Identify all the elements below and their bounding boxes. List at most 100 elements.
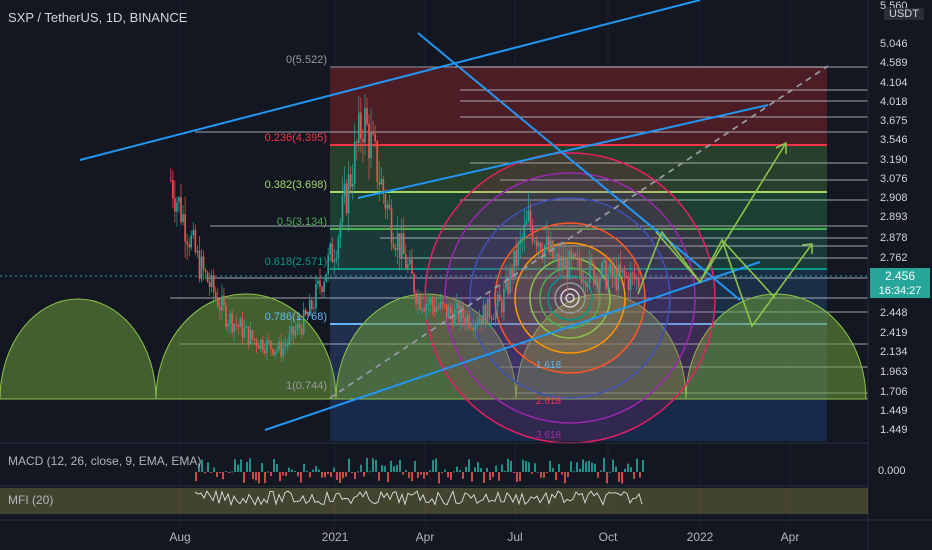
macd-bar — [306, 470, 308, 472]
macd-bar — [207, 462, 209, 472]
macd-bar — [195, 472, 197, 482]
macd-bar — [636, 458, 638, 472]
candle-body — [558, 253, 560, 269]
price-tick: 4.018 — [880, 96, 908, 108]
candle-body — [609, 263, 611, 274]
time-label-2021: 2021 — [322, 530, 349, 544]
candle-body — [302, 309, 305, 335]
price-tick: 3.076 — [880, 173, 908, 185]
candle-body — [407, 263, 409, 269]
candle-body — [280, 341, 282, 357]
macd-bar — [297, 472, 299, 477]
candle-body — [425, 304, 428, 312]
candle-body — [274, 351, 276, 355]
macd-bar — [234, 459, 236, 472]
macd-bar — [480, 468, 482, 472]
macd-bar — [417, 472, 419, 478]
candle-body — [180, 197, 182, 223]
macd-bar — [327, 472, 329, 475]
macd-bar — [381, 465, 383, 472]
trend-lines — [79, 0, 769, 431]
candle-body — [566, 258, 569, 280]
candle-body — [586, 283, 589, 287]
candle-body — [513, 250, 515, 280]
macd-bar — [255, 472, 257, 481]
candle-body — [227, 323, 229, 327]
candle-body — [288, 333, 291, 344]
macd-bar — [432, 460, 434, 472]
price-tick: 3.546 — [880, 134, 908, 146]
candle-body — [308, 300, 311, 316]
macd-bar — [198, 463, 200, 472]
macd-bar — [387, 472, 389, 483]
candle-body — [178, 197, 180, 203]
macd-bar — [627, 463, 629, 472]
macd-bar — [369, 471, 371, 473]
candle-body — [380, 179, 383, 185]
macd-bar — [438, 472, 440, 484]
currency-badge[interactable]: USDT — [884, 8, 924, 20]
candle-body — [200, 256, 203, 280]
candle-body — [366, 108, 368, 125]
macd-bar — [609, 471, 611, 473]
macd-bar — [258, 472, 260, 484]
candle-body — [345, 183, 348, 214]
candle-body — [284, 345, 287, 348]
macd-bar — [201, 459, 203, 472]
candle-body — [499, 294, 501, 302]
candle-body — [466, 314, 468, 325]
macd-bar — [543, 472, 545, 478]
candle-body — [358, 112, 360, 144]
macd-bar — [366, 457, 368, 472]
candle-body — [496, 294, 499, 306]
candle-body — [441, 301, 444, 305]
candle-body — [511, 268, 513, 280]
candle-body — [546, 236, 548, 246]
candle-body — [321, 287, 323, 293]
macd-label[interactable]: MACD (12, 26, close, 9, EMA, EMA) — [8, 454, 202, 468]
macd-bar — [567, 472, 569, 477]
candle-body — [621, 270, 624, 273]
macd-bar — [399, 459, 401, 472]
macd-bar — [351, 472, 353, 473]
candle-body — [435, 307, 438, 313]
candle-body — [174, 198, 176, 212]
macd-bar — [252, 472, 254, 480]
candle-body — [388, 204, 391, 209]
candle-body — [249, 330, 252, 344]
candle-body — [445, 304, 448, 318]
candle-body — [637, 277, 640, 287]
macd-bar — [414, 460, 416, 472]
price-tick: 1.706 — [880, 386, 908, 398]
candle-body — [539, 242, 542, 252]
candle-body — [556, 253, 558, 257]
fib-label-0786: 0.786(1.768) — [265, 311, 327, 323]
macd-bar — [549, 460, 551, 472]
mfi-label[interactable]: MFI (20) — [8, 493, 54, 507]
candle-body — [231, 313, 233, 333]
candle-body — [486, 299, 489, 325]
macd-bar — [534, 463, 536, 472]
candle-body — [192, 230, 195, 236]
candle-body — [429, 299, 432, 304]
candle-body — [212, 275, 215, 293]
candle-body — [576, 257, 579, 259]
candle-body — [550, 240, 552, 252]
candle-body — [343, 183, 346, 197]
mfi-band — [0, 488, 868, 514]
candle-body — [219, 307, 221, 310]
candle-body — [405, 254, 407, 269]
macd-bar — [591, 462, 593, 472]
macd-bar — [312, 469, 314, 472]
candle-body — [386, 204, 389, 209]
candle-body — [351, 183, 354, 187]
macd-bar — [216, 472, 218, 478]
candle-body — [198, 250, 201, 280]
candle-body — [454, 308, 456, 326]
candle-body — [521, 238, 524, 240]
macd-bar — [612, 459, 614, 472]
macd-bar — [642, 460, 644, 472]
candle-body — [505, 276, 507, 290]
macd-bar — [279, 472, 281, 482]
